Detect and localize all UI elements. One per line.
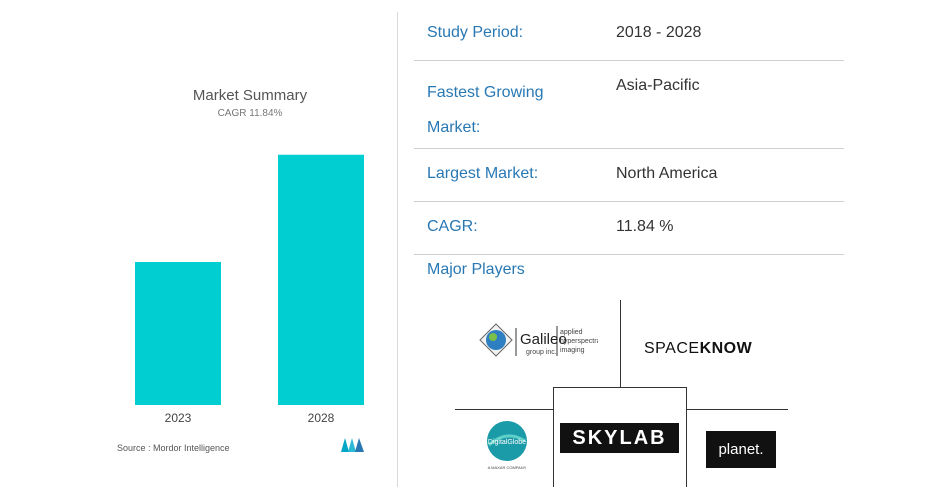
market-summary-chart: Market Summary CAGR 11.84% 2023 2028 Sour…	[0, 0, 395, 500]
galileo-logo: Galileo group inc. applied hyperspectral…	[478, 322, 602, 369]
galileo-sub: group inc.	[526, 349, 557, 356]
skylab-box-right	[686, 387, 687, 487]
skylab-box-top	[553, 387, 687, 388]
summary-table: Study Period: 2018 - 2028 Fastest Growin…	[414, 8, 844, 255]
skylab-logo: SKYLAB	[560, 423, 679, 453]
galileo-logo-icon: Galileo group inc. applied hyperspectral…	[479, 323, 602, 357]
fastest-growing-label-line1: Fastest Growing	[427, 84, 544, 101]
digitalglobe-sub: A MAXAR COMPANY	[488, 465, 527, 470]
skylab-box-left	[553, 387, 554, 487]
planet-logo: planet.	[706, 431, 776, 468]
galileo-name: Galileo	[520, 331, 567, 348]
grid-line-horizontal-left	[455, 409, 553, 410]
row-largest-market: Largest Market: North America	[414, 149, 844, 202]
tick-label-2028: 2028	[308, 411, 335, 425]
bar-2028	[278, 154, 364, 405]
row-fastest-growing: Fastest Growing Market: Asia-Pacific	[414, 61, 844, 149]
fastest-growing-label-line2: Market:	[427, 119, 481, 136]
bar-2023	[135, 262, 221, 405]
chart-title: Market Summary	[193, 87, 308, 104]
largest-market-label: Largest Market:	[427, 165, 539, 182]
galileo-tag1: applied	[560, 329, 583, 336]
spaceknow-bold: KNOW	[699, 340, 753, 357]
galileo-tag2: hyperspectral	[560, 338, 598, 345]
tick-label-2023: 2023	[165, 411, 192, 425]
grid-line-vertical-top	[620, 300, 621, 387]
chart-svg: Market Summary CAGR 11.84% 2023 2028 Sour…	[117, 87, 364, 453]
spaceknow-light: SPACE	[644, 340, 700, 357]
largest-market-value: North America	[616, 165, 718, 182]
row-cagr: CAGR: 11.84 %	[414, 202, 844, 255]
study-period-label: Study Period:	[427, 24, 524, 41]
bars-group	[135, 154, 364, 405]
study-period-value: 2018 - 2028	[616, 24, 702, 41]
row-study-period: Study Period: 2018 - 2028	[414, 8, 844, 61]
mordor-logo-icon	[341, 438, 364, 452]
vertical-divider	[397, 12, 398, 487]
ticks-group: 2023 2028	[165, 411, 335, 425]
galileo-tag3: imaging	[560, 347, 585, 354]
grid-line-horizontal-right	[686, 409, 788, 410]
chart-subtitle: CAGR 11.84%	[218, 108, 283, 119]
spaceknow-logo: SPACEKNOW	[644, 340, 752, 358]
fastest-growing-label: Fastest Growing Market:	[427, 75, 587, 145]
source-label: Source : Mordor Intelligence	[117, 443, 230, 453]
cagr-label: CAGR:	[427, 218, 478, 235]
digitalglobe-logo: DigitalGlobe A MAXAR COMPANY	[481, 419, 541, 476]
major-players-label: Major Players	[427, 261, 525, 278]
fastest-growing-value: Asia-Pacific	[616, 77, 700, 94]
digitalglobe-name: DigitalGlobe	[488, 439, 526, 446]
digitalglobe-logo-icon: DigitalGlobe A MAXAR COMPANY	[487, 421, 527, 470]
cagr-value: 11.84 %	[616, 218, 674, 235]
